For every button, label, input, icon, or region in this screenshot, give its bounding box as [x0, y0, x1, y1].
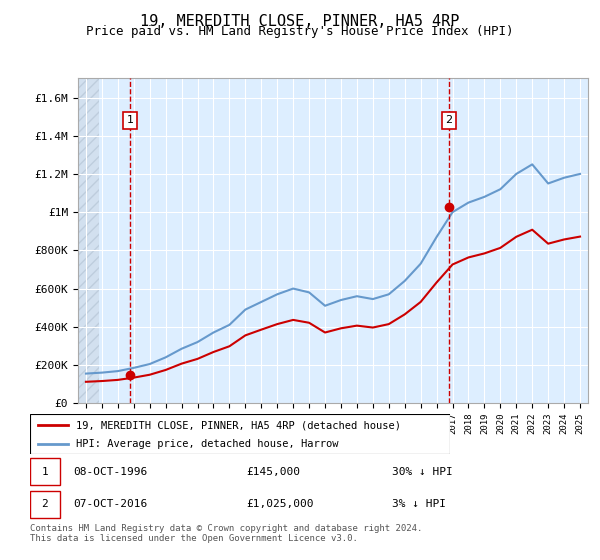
Text: HPI: Average price, detached house, Harrow: HPI: Average price, detached house, Harr… — [76, 439, 338, 449]
Text: 08-OCT-1996: 08-OCT-1996 — [73, 467, 148, 477]
Bar — [78, 78, 99, 403]
Text: 3% ↓ HPI: 3% ↓ HPI — [392, 499, 446, 509]
Text: 2: 2 — [445, 115, 452, 125]
Text: £145,000: £145,000 — [246, 467, 300, 477]
Text: 2: 2 — [41, 499, 48, 509]
Text: 19, MEREDITH CLOSE, PINNER, HA5 4RP: 19, MEREDITH CLOSE, PINNER, HA5 4RP — [140, 14, 460, 29]
FancyBboxPatch shape — [30, 491, 60, 517]
Text: £1,025,000: £1,025,000 — [246, 499, 314, 509]
Text: 30% ↓ HPI: 30% ↓ HPI — [392, 467, 452, 477]
Text: 07-OCT-2016: 07-OCT-2016 — [73, 499, 148, 509]
Text: Contains HM Land Registry data © Crown copyright and database right 2024.
This d: Contains HM Land Registry data © Crown c… — [30, 524, 422, 543]
Text: 1: 1 — [127, 115, 134, 125]
Text: 19, MEREDITH CLOSE, PINNER, HA5 4RP (detached house): 19, MEREDITH CLOSE, PINNER, HA5 4RP (det… — [76, 421, 401, 431]
Text: 1: 1 — [41, 467, 48, 477]
Bar — [78, 78, 99, 403]
FancyBboxPatch shape — [30, 414, 450, 454]
FancyBboxPatch shape — [30, 458, 60, 486]
Text: Price paid vs. HM Land Registry's House Price Index (HPI): Price paid vs. HM Land Registry's House … — [86, 25, 514, 38]
